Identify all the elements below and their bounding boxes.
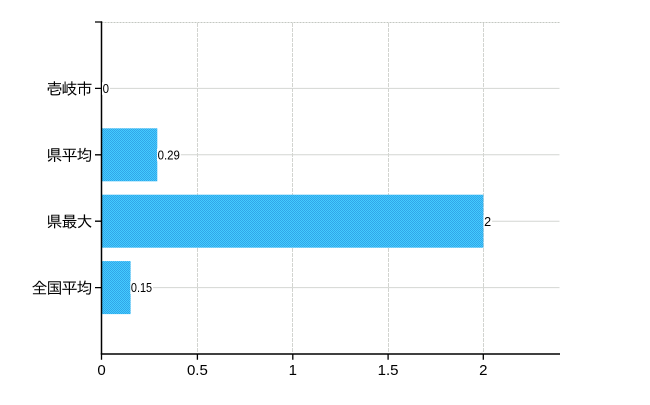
svg-text:0: 0 xyxy=(97,362,105,379)
svg-text:2: 2 xyxy=(479,362,487,379)
svg-text:0.29: 0.29 xyxy=(158,147,180,162)
svg-text:1.5: 1.5 xyxy=(378,362,399,379)
svg-text:0.5: 0.5 xyxy=(187,362,208,379)
svg-text:1: 1 xyxy=(289,362,297,379)
svg-text:0.15: 0.15 xyxy=(131,280,152,295)
svg-text:2: 2 xyxy=(484,214,491,229)
svg-text:0: 0 xyxy=(103,81,109,96)
